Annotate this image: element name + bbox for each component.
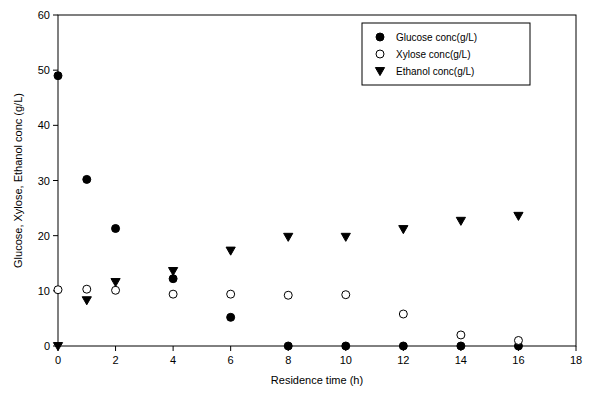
- y-tick: [53, 125, 58, 126]
- y-tick-label: 30: [38, 175, 50, 187]
- legend: Glucose conc(g/L) Xylose conc(g/L) Ethanol…: [362, 23, 530, 85]
- point: [226, 247, 235, 255]
- y-tick: [53, 235, 58, 236]
- x-tick: [173, 346, 174, 351]
- point: [82, 297, 91, 305]
- point: [111, 279, 120, 287]
- y-tick-label: 60: [38, 9, 50, 21]
- legend-marker: [375, 68, 384, 76]
- y-axis-label: Glucose, Xylose, Ethanol conc (g/L): [12, 93, 24, 268]
- point: [342, 291, 350, 299]
- point: [112, 224, 120, 232]
- point: [399, 226, 408, 234]
- x-tick-label: 0: [55, 354, 61, 366]
- y-tick-label: 10: [38, 285, 50, 297]
- marks: [53, 72, 523, 351]
- point: [399, 342, 407, 350]
- chart: 0 2 4 6 8 10 12 14 16 18 0 10 20 30 40 50 60 Residence ti…: [0, 0, 602, 419]
- x-tick-label: 6: [228, 354, 234, 366]
- x-tick-label: 14: [455, 354, 467, 366]
- x-tick: [576, 346, 577, 351]
- legend-label: Ethanol conc(g/L): [396, 66, 474, 77]
- y-tick: [53, 15, 58, 16]
- point: [227, 313, 235, 321]
- point: [169, 290, 177, 298]
- point: [457, 342, 465, 350]
- y-tick-label: 40: [38, 119, 50, 131]
- x-tick-label: 16: [512, 354, 524, 366]
- point: [284, 342, 292, 350]
- point: [284, 233, 293, 241]
- point: [399, 310, 407, 318]
- x-tick-label: 12: [397, 354, 409, 366]
- point: [342, 342, 350, 350]
- point: [169, 268, 178, 276]
- point: [83, 175, 91, 183]
- legend-marker: [376, 33, 384, 41]
- point: [54, 286, 62, 294]
- point: [227, 290, 235, 298]
- x-tick-label: 18: [570, 354, 582, 366]
- legend-label: Xylose conc(g/L): [396, 49, 470, 60]
- legend-marker: [376, 50, 384, 58]
- y-tick: [53, 70, 58, 71]
- x-tick-label: 8: [285, 354, 291, 366]
- point: [514, 336, 522, 344]
- y-tick-label: 50: [38, 64, 50, 76]
- legend-box: [362, 23, 530, 85]
- point: [341, 233, 350, 241]
- x-tick-label: 4: [170, 354, 176, 366]
- legend-label: Glucose conc(g/L): [396, 32, 477, 43]
- y-tick-label: 0: [44, 340, 50, 352]
- point: [83, 285, 91, 293]
- x-tick-label: 2: [112, 354, 118, 366]
- y-tick-label: 20: [38, 230, 50, 242]
- x-tick: [230, 346, 231, 351]
- plot-frame: [58, 15, 576, 346]
- y-tick: [53, 180, 58, 181]
- point: [456, 217, 465, 225]
- x-axis-label: Residence time (h): [271, 374, 363, 386]
- point: [53, 343, 62, 351]
- point: [457, 331, 465, 339]
- point: [54, 72, 62, 80]
- point: [284, 291, 292, 299]
- x-tick-label: 10: [340, 354, 352, 366]
- x-tick: [115, 346, 116, 351]
- point: [514, 212, 523, 220]
